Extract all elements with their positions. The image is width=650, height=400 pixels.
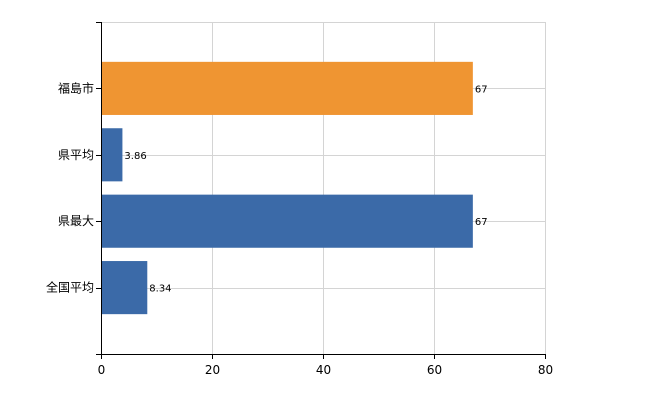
bar	[101, 128, 123, 182]
value-label: 3.86	[124, 151, 146, 162]
category-label: 県最大	[58, 214, 94, 228]
x-tick-label: 60	[427, 363, 442, 377]
x-tick-label: 80	[538, 363, 553, 377]
axis-layer	[96, 22, 546, 359]
x-tick-label: 40	[316, 363, 331, 377]
bar	[101, 194, 473, 248]
category-label: 全国平均	[46, 280, 94, 295]
category-label: 県平均	[58, 148, 94, 162]
category-label: 福島市	[58, 80, 94, 95]
bar	[101, 261, 148, 315]
bars-layer	[101, 61, 473, 315]
x-tick-label: 20	[205, 363, 220, 377]
value-label: 67	[475, 217, 488, 228]
x-tick-label: 0	[98, 363, 106, 377]
value-label: 67	[475, 84, 488, 95]
value-label: 8.34	[149, 284, 171, 295]
bar	[101, 61, 473, 115]
labels-layer: 0 20 40 60 80 福島市 67 県平均 3.86 県最大 67 全国平均 8.34	[46, 80, 553, 377]
